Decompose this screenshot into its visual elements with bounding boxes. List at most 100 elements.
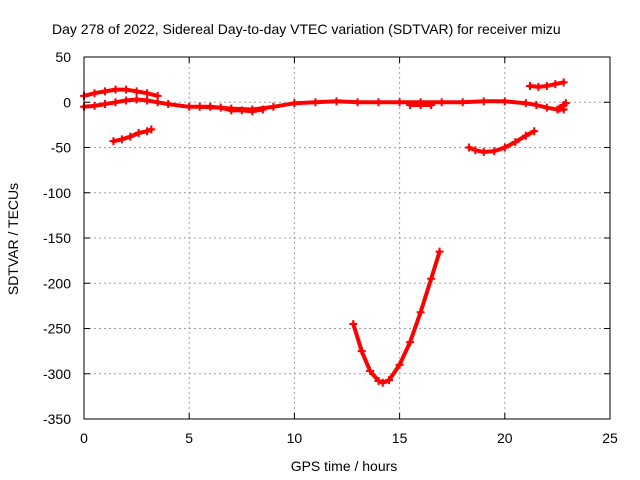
- data-point: [101, 87, 110, 96]
- data-point: [269, 102, 278, 111]
- y-tick-label: -100: [43, 185, 71, 201]
- data-point: [542, 103, 551, 112]
- data-point: [143, 89, 152, 98]
- data-point: [530, 127, 539, 136]
- data-point: [147, 125, 156, 134]
- data-point: [132, 87, 141, 96]
- data-point: [117, 135, 126, 144]
- data-point: [479, 97, 488, 106]
- series-1: [80, 85, 162, 100]
- axis-ticks: 0 5 10 15 20 25 50 0 -50 -100 -150 -200 -250 -300 -350: [43, 49, 618, 446]
- data-point: [195, 102, 204, 111]
- x-tick-label: 10: [287, 430, 303, 446]
- data-point: [153, 98, 162, 107]
- data-point: [500, 143, 509, 152]
- data-point: [374, 376, 383, 385]
- data-point: [101, 100, 110, 109]
- series-9: [555, 99, 570, 113]
- data-point: [227, 106, 236, 115]
- data-point: [349, 319, 358, 328]
- data-point: [437, 98, 446, 107]
- y-tick-label: -350: [43, 411, 71, 427]
- data-point: [134, 129, 143, 138]
- data-point: [511, 138, 520, 147]
- data-point: [416, 100, 425, 109]
- data-point: [143, 96, 152, 105]
- data-point: [385, 376, 394, 385]
- data-series: [80, 78, 570, 387]
- data-point: [561, 99, 570, 108]
- data-point: [258, 105, 267, 114]
- x-tick-label: 25: [602, 430, 618, 446]
- data-point: [109, 137, 118, 146]
- data-point: [90, 101, 99, 110]
- y-tick-label: -50: [51, 140, 71, 156]
- data-point: [374, 98, 383, 107]
- data-point: [248, 107, 257, 116]
- y-tick-label: -300: [43, 366, 71, 382]
- data-point: [471, 146, 480, 155]
- data-point: [111, 98, 120, 107]
- data-point: [542, 81, 551, 90]
- data-point: [559, 78, 568, 87]
- series-3: [195, 102, 267, 116]
- data-point: [122, 96, 131, 105]
- x-axis-label: GPS time / hours: [291, 458, 398, 474]
- chart-title: Day 278 of 2022, Sidereal Day-to-day VTE…: [52, 21, 561, 37]
- data-point: [126, 132, 135, 141]
- x-tick-label: 5: [185, 430, 193, 446]
- y-tick-label: 0: [63, 94, 71, 110]
- data-point: [435, 247, 444, 256]
- data-point: [395, 98, 404, 107]
- series-8: [526, 78, 568, 91]
- y-tick-label: -200: [43, 275, 71, 291]
- data-point: [479, 148, 488, 157]
- series-7: [465, 127, 539, 157]
- data-point: [332, 97, 341, 106]
- grid-lines: [84, 57, 610, 419]
- data-point: [237, 106, 246, 115]
- data-point: [416, 308, 425, 317]
- x-tick-label: 20: [497, 430, 513, 446]
- data-point: [111, 85, 120, 94]
- x-tick-label: 15: [392, 430, 408, 446]
- data-point: [143, 127, 152, 136]
- data-point: [122, 85, 131, 94]
- data-point: [90, 89, 99, 98]
- y-tick-label: -250: [43, 321, 71, 337]
- data-point: [458, 98, 467, 107]
- y-tick-label: -150: [43, 230, 71, 246]
- data-point: [311, 98, 320, 107]
- series-4: [406, 100, 436, 109]
- data-point: [500, 97, 509, 106]
- data-point: [406, 338, 415, 347]
- data-point: [290, 99, 299, 108]
- data-point: [366, 367, 375, 376]
- data-point: [521, 99, 530, 108]
- data-point: [216, 103, 225, 112]
- x-tick-label: 0: [80, 430, 88, 446]
- data-point: [164, 100, 173, 109]
- data-point: [353, 98, 362, 107]
- data-point: [357, 347, 366, 356]
- data-point: [521, 131, 530, 140]
- data-point: [427, 274, 436, 283]
- series-6: [349, 247, 444, 387]
- data-point: [378, 378, 387, 387]
- y-axis-label: SDTVAR / TECUs: [5, 183, 21, 295]
- data-point: [534, 82, 543, 91]
- data-point: [185, 102, 194, 111]
- data-point: [406, 100, 415, 109]
- data-point: [555, 104, 564, 113]
- y-tick-label: 50: [55, 49, 71, 65]
- data-point: [132, 95, 141, 104]
- data-point: [490, 147, 499, 156]
- data-point: [395, 360, 404, 369]
- data-point: [551, 80, 560, 89]
- data-point: [532, 100, 541, 109]
- data-point: [526, 81, 535, 90]
- series-5: [109, 125, 156, 146]
- data-point: [465, 143, 474, 152]
